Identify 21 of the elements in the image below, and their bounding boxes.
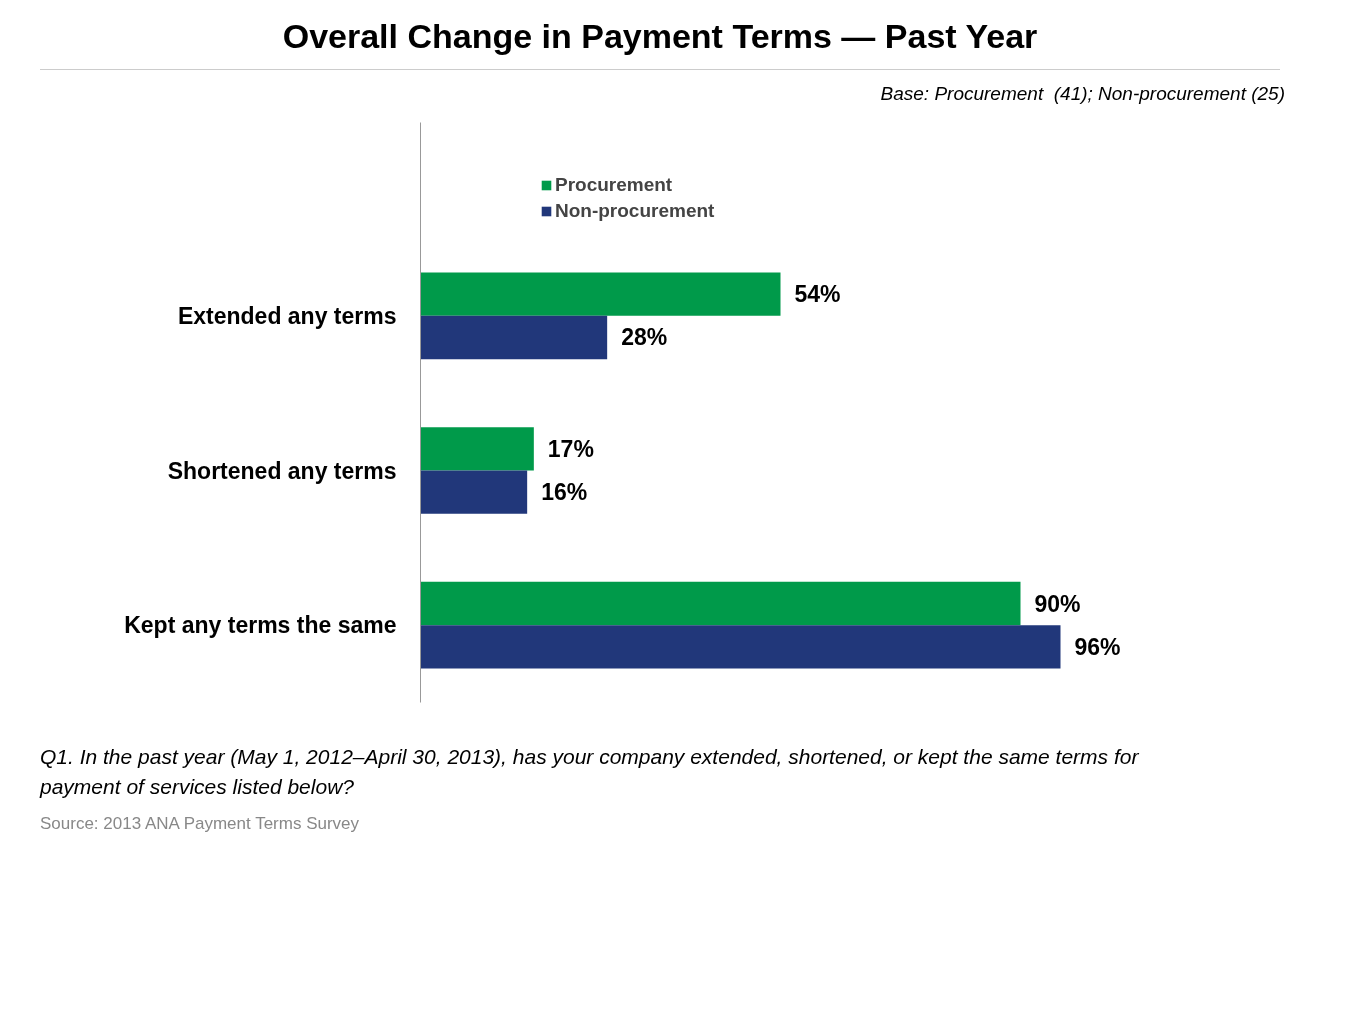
legend-label: Non-procurement xyxy=(555,199,715,222)
bar xyxy=(420,315,608,359)
legend-label: Procurement xyxy=(555,173,673,196)
bar xyxy=(420,581,1021,625)
text: Q1. In the past year (May 1, 2012–April 30, 2013), has your company extended, shortened, or kept the same terms for payment of services listed below? xyxy=(40,743,1140,800)
source-note: Source: 2013 ANA Payment Terms Survey xyxy=(40,812,360,835)
data-label: 16% xyxy=(541,478,588,505)
chart-title: Overall Change in Payment Terms — Past Year xyxy=(282,16,1038,57)
bar xyxy=(420,426,534,471)
y-tick-label: Kept any terms the same xyxy=(124,611,397,638)
y-tick-label: Shortened any terms xyxy=(167,457,397,484)
y-tick-label: Extended any terms xyxy=(177,302,397,329)
data-label: 28% xyxy=(621,324,668,351)
bar xyxy=(420,624,1061,669)
bar xyxy=(420,470,528,514)
bar xyxy=(420,272,781,316)
data-label: 90% xyxy=(1034,590,1081,617)
data-label: 54% xyxy=(794,280,841,307)
data-label: 96% xyxy=(1074,633,1121,660)
data-label: 17% xyxy=(547,435,594,462)
chart-subtitle: Base: Procurement (41); Non-procurement (25) xyxy=(880,81,1285,106)
